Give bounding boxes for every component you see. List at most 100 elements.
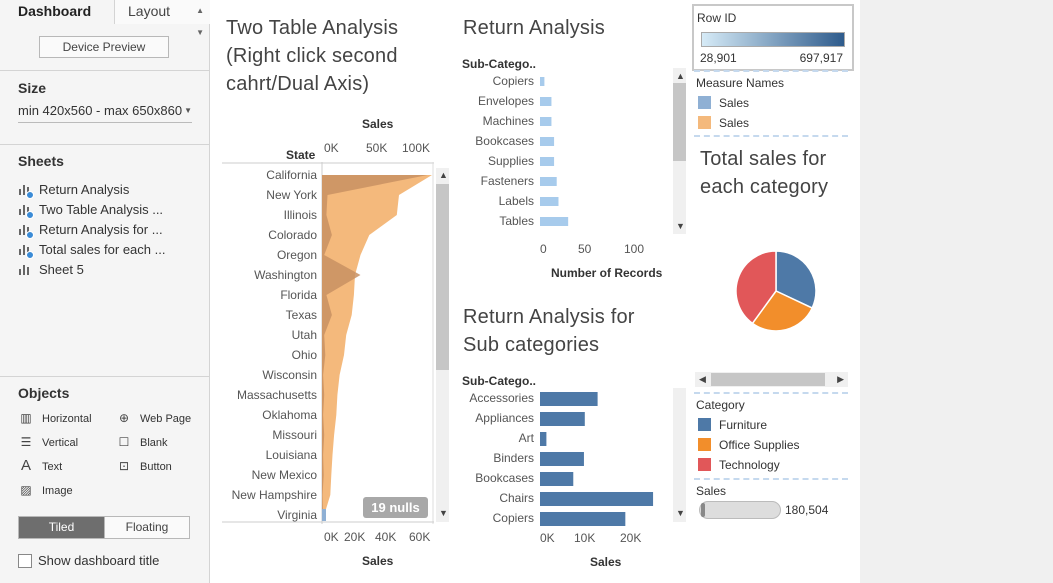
bar[interactable] xyxy=(540,157,555,166)
floating-button[interactable]: Floating xyxy=(104,517,189,538)
bar[interactable] xyxy=(540,492,654,506)
pie-slice[interactable] xyxy=(735,250,777,325)
divider xyxy=(694,392,848,394)
return-sub-bar-chart[interactable] xyxy=(462,386,672,550)
tab-layout-label: Layout xyxy=(128,3,171,19)
bar[interactable] xyxy=(540,137,555,146)
scroll-down-icon[interactable]: ▼ xyxy=(676,221,685,231)
object-image[interactable]: ▨ Image xyxy=(18,482,72,498)
sales-range-slider[interactable] xyxy=(699,501,781,519)
two-table-area-chart[interactable] xyxy=(222,162,434,524)
tab-dashboard[interactable]: Dashboard xyxy=(0,0,114,24)
state-label: New York xyxy=(266,188,317,202)
category-legend-item[interactable]: Furniture xyxy=(698,417,767,433)
slider-handle[interactable] xyxy=(701,503,705,517)
scrollbar-thumb[interactable] xyxy=(711,373,825,386)
title-line: each category xyxy=(700,176,829,198)
blank-square-icon: ☐ xyxy=(118,435,130,449)
object-horizontal[interactable]: ▥ Horizontal xyxy=(18,410,91,426)
bar[interactable] xyxy=(540,197,559,206)
scroll-down-icon[interactable]: ▼ xyxy=(439,508,448,518)
area-series-1[interactable] xyxy=(322,175,432,515)
row-id-color-legend[interactable]: Row ID 28,901 697,917 xyxy=(692,4,854,71)
category-legend-item[interactable]: Technology xyxy=(698,457,780,473)
device-preview-button[interactable]: Device Preview xyxy=(39,36,169,58)
sheet-label: Total sales for each ... xyxy=(39,242,166,257)
show-dashboard-title-checkbox[interactable]: Show dashboard title xyxy=(18,553,159,569)
dashboard-left-pane: Dashboard Layout ▲ ▼ Device Preview Size … xyxy=(0,0,210,583)
legend-label: Sales xyxy=(719,96,750,110)
pane-tabs: Dashboard Layout ▲ ▼ xyxy=(0,0,210,37)
sub-category-label: Copiers xyxy=(492,511,534,525)
sheet-item[interactable]: Return Analysis for ... xyxy=(18,220,163,240)
bar[interactable] xyxy=(540,412,585,426)
bar[interactable] xyxy=(540,217,569,226)
checkbox-box xyxy=(18,554,32,568)
return-sub-scrollbar[interactable] xyxy=(673,388,686,522)
tab-layout[interactable]: Layout ▲ ▼ xyxy=(114,0,210,37)
title-line: cahrt/Dual Axis) xyxy=(226,73,370,95)
scroll-left-icon[interactable]: ◀ xyxy=(699,374,706,384)
bar[interactable] xyxy=(540,117,552,126)
bar[interactable] xyxy=(540,432,547,446)
state-label: Utah xyxy=(291,328,317,342)
sheets-section-title: Sheets xyxy=(18,153,64,169)
scroll-down-icon[interactable]: ▼ xyxy=(676,508,685,518)
sheet-item[interactable]: Return Analysis xyxy=(18,180,129,200)
x-axis-tick: 0K xyxy=(540,531,555,545)
bar[interactable] xyxy=(540,97,552,106)
color-swatch xyxy=(698,438,711,451)
color-swatch xyxy=(698,116,711,129)
sub-category-label: Fasteners xyxy=(480,174,534,188)
bar[interactable] xyxy=(540,512,626,526)
return-analysis-bar-chart[interactable] xyxy=(462,68,672,264)
legend-label: Technology xyxy=(719,458,780,472)
scroll-up-icon[interactable]: ▲ xyxy=(439,170,448,180)
show-title-label: Show dashboard title xyxy=(38,553,160,568)
object-blank[interactable]: ☐ Blank xyxy=(116,434,168,450)
nulls-badge[interactable]: 19 nulls xyxy=(363,497,428,518)
legend-label: Furniture xyxy=(719,418,768,432)
bar[interactable] xyxy=(540,177,557,186)
object-label: Web Page xyxy=(140,413,192,425)
scrollbar-thumb[interactable] xyxy=(436,184,449,370)
horizontal-scrollbar[interactable]: ◀ ▶ xyxy=(695,372,848,387)
object-button[interactable]: ⊡ Button xyxy=(116,458,172,474)
pie-slice[interactable] xyxy=(775,250,817,310)
object-text[interactable]: A Text xyxy=(18,458,62,474)
pie-slice[interactable] xyxy=(751,290,814,332)
worksheet-icon xyxy=(18,243,34,259)
tiled-floating-toggle: Tiled Floating xyxy=(18,516,190,539)
measure-legend-item[interactable]: Sales xyxy=(698,95,749,111)
object-web-page[interactable]: ⊕ Web Page xyxy=(116,410,191,426)
scroll-up-icon[interactable]: ▲ xyxy=(676,71,685,81)
total-sales-pie-chart[interactable] xyxy=(730,245,822,337)
object-label: Blank xyxy=(140,437,168,449)
bar[interactable] xyxy=(540,77,545,86)
sheet-label: Return Analysis xyxy=(39,182,130,197)
size-dropdown[interactable]: min 420x560 - max 650x860 ▼ xyxy=(18,103,192,123)
tiled-button[interactable]: Tiled xyxy=(19,517,104,538)
measure-legend-item[interactable]: Sales xyxy=(698,115,749,131)
two-table-title: Two Table Analysis (Right click second c… xyxy=(226,14,398,98)
object-vertical[interactable]: ☰ Vertical xyxy=(18,434,78,450)
scrollbar-thumb[interactable] xyxy=(673,83,686,161)
top-axis-tick: 0K xyxy=(324,141,339,155)
bar[interactable] xyxy=(540,452,584,466)
sub-category-label: Binders xyxy=(493,451,534,465)
sheet-item[interactable]: Two Table Analysis ... xyxy=(18,200,163,220)
sheet-item[interactable]: Total sales for each ... xyxy=(18,240,165,260)
bottom-axis-tick: 40K xyxy=(375,530,397,544)
objects-section-title: Objects xyxy=(18,385,70,401)
sheet-label: Two Table Analysis ... xyxy=(39,202,164,217)
sheet-item[interactable]: Sheet 5 xyxy=(18,260,84,280)
bar[interactable] xyxy=(540,392,598,406)
scroll-right-icon[interactable]: ▶ xyxy=(837,374,844,384)
globe-icon: ⊕ xyxy=(118,411,130,425)
caret-down-icon: ▼ xyxy=(184,106,192,115)
virginia-mark[interactable] xyxy=(322,509,326,521)
state-label: Illinois xyxy=(283,208,317,222)
bar[interactable] xyxy=(540,472,574,486)
category-legend-item[interactable]: Office Supplies xyxy=(698,437,800,453)
sheet-label: Return Analysis for ... xyxy=(39,222,163,237)
